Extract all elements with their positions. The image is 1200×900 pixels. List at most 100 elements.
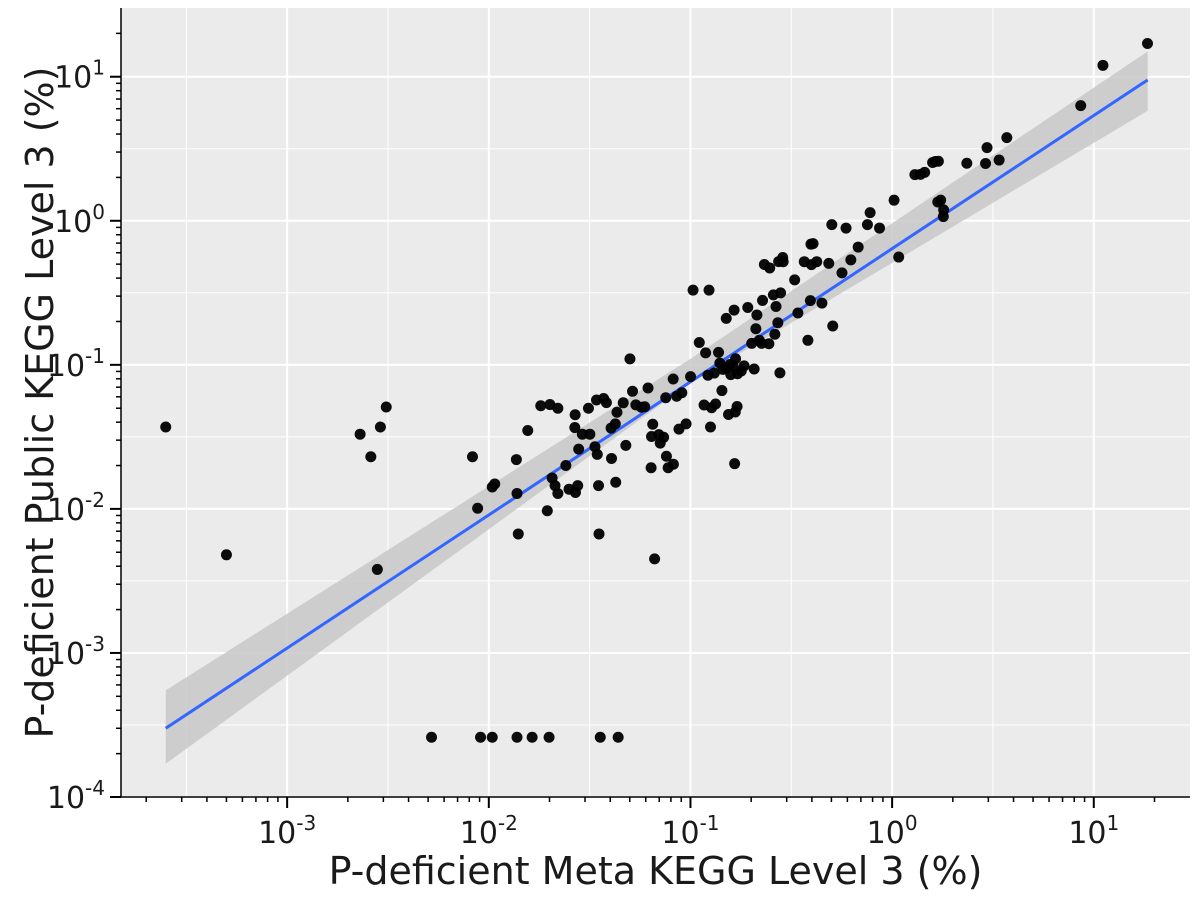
tick-labels: 10-3 10-2 10-1 100 101 10-4 10-3 10-2 10-1 100 101 (47, 56, 1119, 851)
x-tick-label: 100 (867, 811, 918, 851)
data-point (354, 428, 366, 440)
data-point (642, 382, 654, 394)
data-point (627, 385, 639, 397)
data-point (836, 267, 848, 279)
data-point (600, 397, 612, 409)
data-point (667, 373, 679, 385)
data-point (729, 458, 741, 470)
data-point (792, 307, 804, 319)
x-tick-label: 101 (1068, 811, 1119, 851)
data-point (486, 731, 498, 743)
data-point (649, 553, 661, 565)
x-axis-title: P-deficient Meta KEGG Level 3 (%) (329, 849, 983, 893)
data-point (919, 166, 931, 178)
data-point (535, 400, 547, 412)
data-point (526, 731, 538, 743)
data-point (380, 401, 392, 413)
data-point (543, 731, 555, 743)
data-point (700, 347, 712, 359)
data-point (374, 421, 386, 433)
data-point (582, 402, 594, 414)
y-tick-label: 101 (54, 56, 105, 96)
data-point (993, 154, 1005, 166)
data-point (593, 480, 605, 492)
data-point (612, 731, 624, 743)
data-point (789, 274, 801, 286)
data-point (560, 460, 572, 472)
data-point (552, 402, 564, 414)
data-point (807, 238, 819, 250)
data-point (852, 241, 864, 253)
fit-line-layer (164, 78, 1149, 730)
data-point (693, 336, 705, 348)
data-point (512, 528, 524, 540)
data-point (591, 448, 603, 460)
confidence-band-layer (165, 51, 1148, 764)
confidence-band (165, 51, 1148, 764)
data-point (609, 418, 621, 430)
data-point (777, 256, 789, 268)
data-point (658, 431, 670, 443)
data-point (888, 194, 900, 206)
data-point (730, 353, 742, 365)
data-point (475, 731, 487, 743)
data-point (811, 256, 823, 268)
data-point (606, 452, 618, 464)
data-point (770, 301, 782, 313)
data-point (676, 387, 688, 399)
y-axis-title: P-deficient Public KEGG Level 3 (%) (18, 67, 62, 739)
data-point (763, 338, 775, 350)
data-point (728, 304, 740, 316)
data-point (845, 254, 857, 266)
data-point (703, 284, 715, 296)
data-point (687, 284, 699, 296)
data-point (774, 367, 786, 379)
data-point (660, 450, 672, 462)
y-tick-label: 100 (54, 200, 105, 240)
data-point (772, 317, 784, 329)
data-point (617, 397, 629, 409)
data-point (573, 443, 585, 455)
data-point (371, 563, 383, 575)
data-point (874, 222, 886, 234)
data-point (731, 400, 743, 412)
data-point (667, 458, 679, 470)
data-point (647, 418, 659, 430)
data-point (1141, 38, 1153, 50)
regression-line (164, 78, 1149, 730)
data-points (160, 38, 1153, 743)
data-point (804, 295, 816, 307)
data-point (935, 194, 947, 206)
data-point (713, 346, 725, 358)
data-point (742, 302, 754, 314)
data-point (775, 287, 787, 299)
data-point (769, 328, 781, 340)
y-tick-label: 10-3 (47, 632, 105, 672)
data-point (816, 297, 828, 309)
data-point (764, 262, 776, 274)
data-point (961, 157, 973, 169)
x-tick-label: 10-2 (460, 811, 518, 851)
y-tick-label: 10-2 (47, 488, 105, 528)
data-point (660, 392, 672, 404)
data-point (1075, 100, 1087, 112)
data-point (757, 294, 769, 306)
data-point (610, 476, 622, 488)
axes (110, 8, 1190, 808)
data-point (708, 367, 720, 379)
data-point (584, 428, 596, 440)
data-point (593, 528, 605, 540)
data-point (639, 401, 651, 413)
data-point (685, 371, 697, 383)
data-point (220, 549, 232, 561)
data-point (594, 731, 606, 743)
data-point (1001, 132, 1013, 144)
data-point (864, 207, 876, 219)
data-point (980, 157, 992, 169)
data-point (720, 312, 732, 324)
data-point (1097, 59, 1109, 71)
data-point (840, 222, 852, 234)
data-point (541, 505, 553, 517)
data-point (569, 409, 581, 421)
